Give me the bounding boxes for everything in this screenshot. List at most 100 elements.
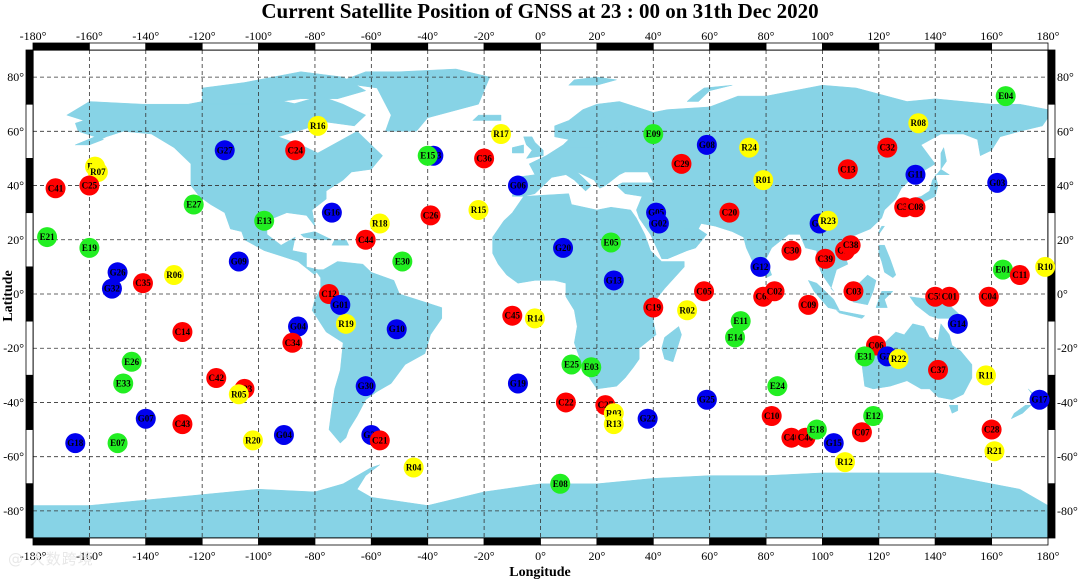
satellite-e12[interactable]: E12 [863, 406, 884, 426]
satellite-r19[interactable]: R19 [335, 313, 356, 334]
satellite-r21[interactable]: R21 [984, 441, 1005, 462]
satellite-r12[interactable]: R12 [835, 452, 855, 473]
satellite-r04[interactable]: R04 [403, 457, 424, 478]
satellite-r22[interactable]: R22 [888, 349, 909, 370]
satellite-e01[interactable]: E01 [992, 259, 1013, 280]
satellite-c44[interactable]: C44 [355, 229, 376, 250]
satellite-c20[interactable]: C20 [719, 202, 740, 223]
satellite-c35[interactable]: C35 [132, 273, 153, 294]
satellite-e27[interactable]: E27 [183, 194, 204, 215]
satellite-e05[interactable]: E05 [600, 232, 621, 253]
satellite-c08[interactable]: C08 [905, 197, 926, 218]
satellite-r08[interactable]: R08 [908, 113, 929, 134]
satellite-c11[interactable]: C11 [1009, 265, 1030, 286]
satellite-c28[interactable]: C28 [981, 419, 1002, 440]
satellite-c03[interactable]: C03 [843, 281, 864, 302]
satellite-e25[interactable]: E25 [561, 354, 582, 375]
satellite-c46[interactable]: C46 [781, 427, 802, 448]
satellite-g12[interactable]: G12 [750, 256, 771, 277]
satellite-g16[interactable]: G16 [321, 202, 342, 223]
satellite-c38[interactable]: C38 [840, 235, 861, 256]
satellite-g27[interactable]: G27 [214, 140, 235, 161]
satellite-e33[interactable]: E33 [113, 373, 134, 394]
satellite-g10[interactable]: G10 [386, 319, 407, 340]
satellite-e18[interactable]: E18 [806, 419, 827, 440]
satellite-c39[interactable]: C39 [815, 248, 836, 269]
satellite-g32[interactable]: G32 [101, 278, 122, 299]
satellite-g02[interactable]: G02 [648, 213, 669, 234]
satellite-g11[interactable]: G11 [905, 164, 926, 185]
satellite-g17[interactable]: G17 [1029, 389, 1050, 410]
satellite-c26[interactable]: C26 [420, 205, 441, 226]
satellite-g06[interactable]: G06 [507, 175, 528, 196]
satellite-e13[interactable]: E13 [254, 210, 275, 231]
satellite-c37[interactable]: C37 [928, 359, 949, 380]
satellite-c41[interactable]: C41 [45, 178, 66, 199]
satellite-r18[interactable]: R18 [369, 213, 390, 234]
satellite-g01[interactable]: G01 [330, 294, 351, 315]
satellite-c13[interactable]: C13 [837, 159, 858, 180]
satellite-r17[interactable]: R17 [491, 124, 512, 145]
satellite-c25[interactable]: C25 [79, 175, 100, 196]
satellite-e07[interactable]: E07 [107, 433, 128, 454]
satellite-c34[interactable]: C34 [282, 332, 303, 353]
satellite-g03[interactable]: G03 [987, 172, 1008, 193]
satellite-r02[interactable]: R02 [677, 300, 698, 321]
satellite-e03[interactable]: E03 [581, 357, 602, 378]
satellite-g30[interactable]: G30 [355, 376, 376, 397]
satellite-c22[interactable]: C22 [555, 392, 576, 413]
satellite-c29[interactable]: C29 [671, 153, 692, 174]
satellite-c45[interactable]: C45 [502, 305, 523, 326]
satellite-c30[interactable]: C30 [781, 240, 802, 261]
satellite-g22[interactable]: G22 [637, 408, 658, 429]
satellite-r05[interactable]: R05 [228, 384, 249, 405]
satellite-r14[interactable]: R14 [524, 308, 545, 329]
satellite-c32[interactable]: C32 [877, 137, 898, 158]
satellite-g25[interactable]: G25 [696, 389, 717, 410]
satellite-e24[interactable]: E24 [767, 376, 788, 397]
satellite-r20[interactable]: R20 [242, 430, 263, 451]
satellite-g20[interactable]: G20 [553, 237, 574, 258]
satellite-g26[interactable]: G26 [107, 262, 128, 283]
satellite-c42[interactable]: C42 [206, 368, 227, 389]
satellite-c21[interactable]: C21 [369, 430, 390, 451]
satellite-c59[interactable]: C59 [925, 286, 946, 307]
satellite-e31[interactable]: E31 [854, 346, 875, 367]
satellite-c09[interactable]: C09 [798, 294, 819, 315]
satellite-c10[interactable]: C10 [761, 406, 782, 426]
satellite-g14[interactable]: G14 [947, 313, 968, 334]
satellite-e19[interactable]: E19 [79, 237, 100, 258]
satellite-r16[interactable]: R16 [307, 115, 328, 136]
satellite-c04[interactable]: C04 [978, 286, 999, 307]
satellite-r10[interactable]: R10 [1035, 256, 1056, 277]
satellite-g07[interactable]: G07 [135, 408, 156, 429]
satellite-e04[interactable]: E04 [995, 86, 1016, 107]
satellite-e14[interactable]: E14 [725, 327, 746, 348]
satellite-r15[interactable]: R15 [468, 199, 489, 220]
satellite-g09[interactable]: G09 [228, 251, 249, 272]
satellite-g15[interactable]: G15 [823, 433, 844, 454]
satellite-c02[interactable]: C02 [764, 281, 785, 302]
satellite-e15[interactable]: E15 [417, 145, 438, 166]
satellite-c19[interactable]: C19 [643, 297, 664, 318]
satellite-c36[interactable]: C36 [474, 148, 495, 169]
satellite-g19[interactable]: G19 [507, 373, 528, 394]
satellite-g04[interactable]: G04 [288, 316, 309, 337]
satellite-c24[interactable]: C24 [285, 140, 306, 161]
satellite-g08[interactable]: G08 [696, 134, 717, 155]
satellite-c07[interactable]: C07 [851, 422, 872, 443]
satellite-c05[interactable]: C05 [694, 281, 715, 302]
satellite-r01[interactable]: R01 [753, 170, 774, 191]
satellite-r24[interactable]: R24 [739, 137, 760, 158]
satellite-r11[interactable]: R11 [975, 365, 996, 386]
satellite-e08[interactable]: E08 [550, 473, 571, 494]
satellite-g13[interactable]: G13 [603, 270, 624, 291]
satellite-c43[interactable]: C43 [172, 414, 193, 435]
satellite-g18[interactable]: G18 [65, 433, 86, 454]
satellite-r13[interactable]: R13 [603, 414, 624, 435]
satellite-r23[interactable]: R23 [818, 210, 839, 231]
satellite-c14[interactable]: C14 [172, 321, 193, 342]
satellite-c01[interactable]: C01 [939, 286, 960, 307]
satellite-g04[interactable]: G04 [273, 424, 294, 445]
satellite-e09[interactable]: E09 [643, 124, 664, 145]
